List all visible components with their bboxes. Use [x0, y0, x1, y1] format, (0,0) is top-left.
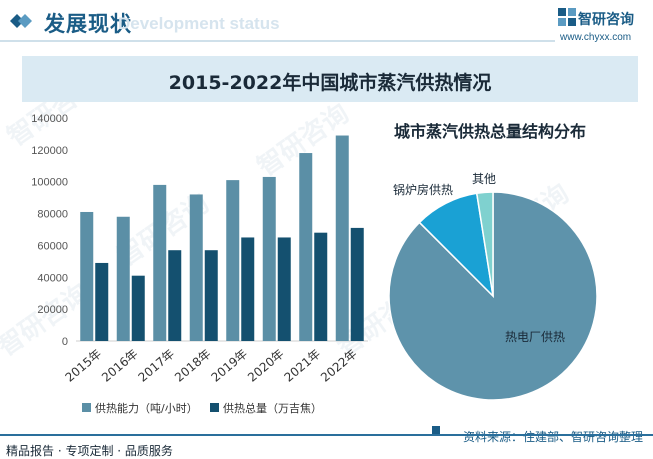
bar-total: [204, 250, 218, 341]
page-footer: 资料来源：住建部、智研咨询整理 精品报告 · 专项定制 · 品质服务: [0, 426, 653, 459]
x-tick-label: 2022年: [318, 347, 360, 385]
x-tick-label: 2018年: [172, 347, 214, 385]
page-title-en: Development status: [118, 14, 280, 33]
y-tick-label: 120000: [31, 145, 68, 157]
bar-capacity: [116, 216, 130, 341]
bar-total: [131, 275, 145, 341]
bar-capacity: [299, 153, 313, 341]
pie-slice: [475, 191, 494, 297]
diamond-icon: [10, 14, 32, 28]
legend-label: 供热总量（万吉焦）: [223, 401, 322, 415]
y-tick-label: 20000: [37, 304, 68, 316]
x-tick-label: 2015年: [63, 347, 105, 385]
y-tick-label: 0: [62, 336, 68, 348]
bar-capacity: [153, 184, 167, 341]
header-divider: [0, 40, 555, 42]
logo-icon: [558, 8, 576, 26]
x-tick-label: 2017年: [136, 347, 178, 385]
bar-total: [241, 237, 255, 341]
y-tick-label: 40000: [37, 272, 68, 284]
x-tick-label: 2021年: [282, 347, 324, 385]
footer-slogan: 精品报告 · 专项定制 · 品质服务: [6, 444, 173, 458]
y-tick-label: 60000: [37, 240, 68, 252]
bar-total: [168, 250, 182, 341]
footer-divider: [0, 434, 653, 436]
page-header: 发展现状 Development status 智研咨询 www.chyxx.c…: [0, 0, 653, 46]
logo-url: www.chyxx.com: [560, 32, 632, 43]
legend-swatch: [210, 403, 219, 412]
bar-capacity: [189, 194, 203, 341]
x-tick-label: 2019年: [209, 347, 251, 385]
x-tick-label: 2020年: [245, 347, 287, 385]
y-tick-label: 100000: [31, 177, 68, 189]
bar-capacity: [262, 176, 276, 341]
bar-total: [314, 232, 328, 341]
y-tick-label: 140000: [31, 113, 68, 125]
bar-total: [350, 227, 364, 341]
pie-label-other: 其他: [472, 172, 496, 186]
logo-text: 智研咨询: [578, 12, 634, 28]
page-title: 发展现状: [44, 12, 132, 36]
legend-label: 供热能力（吨/小时）: [95, 401, 198, 415]
x-tick-label: 2016年: [99, 347, 141, 385]
pie-label-heat-plant: 热电厂供热: [505, 330, 565, 344]
pie-chart-title: 城市蒸汽供热总量结构分布: [394, 122, 587, 141]
bar-capacity: [226, 180, 240, 341]
bar-capacity: [335, 135, 349, 341]
footer-square-icon: [432, 426, 440, 434]
source-note: 资料来源：住建部、智研咨询整理: [462, 430, 643, 444]
bar-capacity: [80, 211, 94, 341]
bar-total: [277, 237, 291, 341]
bar-total: [95, 262, 109, 341]
chart-banner: 2015-2022年中国城市蒸汽供热情况: [22, 56, 638, 102]
brand-logo: 智研咨询 www.chyxx.com: [558, 8, 653, 44]
legend-swatch: [82, 403, 91, 412]
chart-title: 2015-2022年中国城市蒸汽供热情况: [168, 72, 492, 94]
pie-label-boiler: 锅炉房供热: [393, 182, 453, 197]
y-tick-label: 80000: [37, 209, 68, 221]
